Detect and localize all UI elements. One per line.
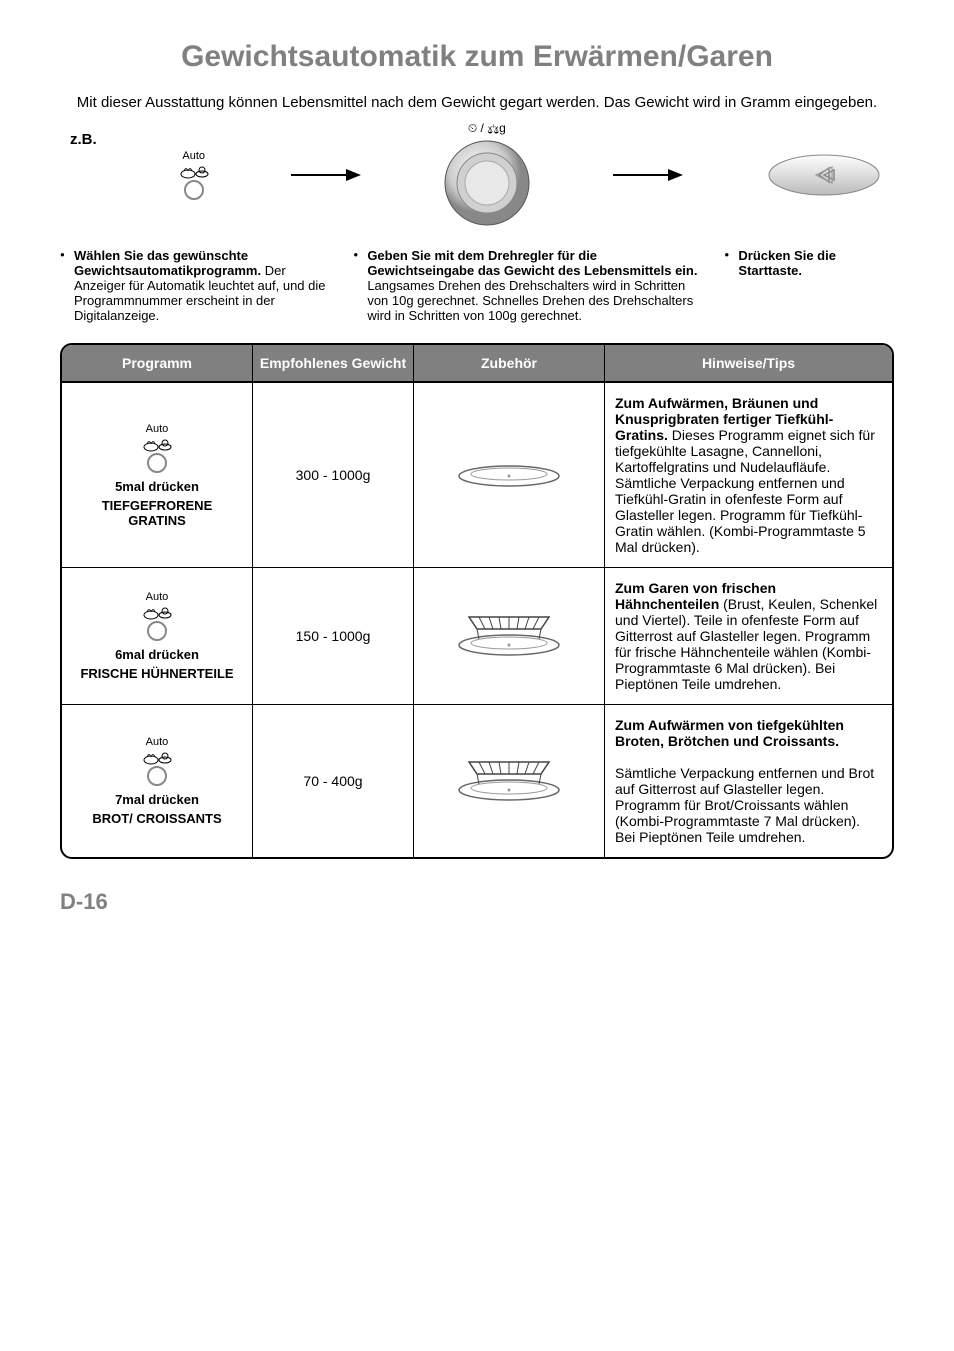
cell-programm: Auto 5mal drücken TIEFGEFRORENE GRATINS bbox=[62, 383, 253, 568]
cook-icon bbox=[141, 435, 173, 453]
auto-label: Auto bbox=[146, 736, 169, 748]
indicator-circle-icon bbox=[147, 766, 167, 786]
auto-program-icon: Auto bbox=[72, 591, 242, 641]
cell-programm: Auto 6mal drücken FRISCHE HÜHNERTEILE bbox=[62, 568, 253, 705]
program-name: BROT/ CROISSANTS bbox=[72, 811, 242, 826]
step-3-bold: Drücken Sie die Starttaste. bbox=[738, 248, 836, 278]
tip-text: Dieses Programm eignet sich für tiefgekü… bbox=[615, 427, 875, 555]
auto-label: Auto bbox=[146, 423, 169, 435]
table-row: Auto 5mal drücken TIEFGEFRORENE GRATINS 300… bbox=[62, 383, 892, 568]
program-name: TIEFGEFRORENE GRATINS bbox=[72, 498, 242, 528]
cell-weight: 70 - 400g bbox=[253, 705, 414, 857]
cell-tips: Zum Garen von frischen Hähnchenteilen (B… bbox=[605, 568, 892, 705]
intro-text: Mit dieser Ausstattung können Lebensmitt… bbox=[60, 94, 894, 111]
cell-accessory bbox=[414, 568, 605, 705]
step-2: Geben Sie mit dem Drehregler für die Gew… bbox=[353, 248, 704, 323]
dial-icon bbox=[442, 138, 532, 228]
press-count: 5mal drücken bbox=[72, 479, 242, 494]
example-row: z.B. Auto ⏲ / ⚖g bbox=[60, 121, 894, 228]
cell-accessory bbox=[414, 705, 605, 857]
example-label: z.B. bbox=[70, 131, 97, 148]
cell-weight: 300 - 1000g bbox=[253, 383, 414, 568]
col-header-zubehoer: Zubehör bbox=[414, 345, 605, 383]
cell-programm: Auto 7mal drücken BROT/ CROISSANTS bbox=[62, 705, 253, 857]
step-3: Drücken Sie die Starttaste. bbox=[724, 248, 894, 323]
program-name: FRISCHE HÜHNERTEILE bbox=[72, 666, 242, 681]
cell-tips: Zum Aufwärmen von tiefgekühlten Broten, … bbox=[605, 705, 892, 857]
start-button-icon bbox=[764, 150, 884, 200]
auto-program-icon: Auto bbox=[72, 736, 242, 786]
auto-label: Auto bbox=[182, 150, 205, 162]
cook-icon bbox=[178, 162, 210, 180]
accessory-icon bbox=[449, 456, 569, 491]
programs-table: Programm Empfohlenes Gewicht Zubehör Hin… bbox=[60, 343, 894, 859]
indicator-circle-icon bbox=[184, 180, 204, 200]
accessory-icon bbox=[449, 607, 569, 662]
auto-program-icon: Auto bbox=[72, 423, 242, 473]
step-2-bold: Geben Sie mit dem Drehregler für die Gew… bbox=[367, 248, 697, 278]
col-header-gewicht: Empfohlenes Gewicht bbox=[253, 345, 414, 383]
indicator-circle-icon bbox=[147, 453, 167, 473]
page-number: D-16 bbox=[60, 889, 894, 915]
col-header-hinweise: Hinweise/Tips bbox=[605, 345, 892, 383]
cook-icon bbox=[141, 748, 173, 766]
press-count: 6mal drücken bbox=[72, 647, 242, 662]
table-row: Auto 7mal drücken BROT/ CROISSANTS 70 - 400… bbox=[62, 705, 892, 857]
step-1-bold: Wählen Sie das gewünschte Gewichtsautoma… bbox=[74, 248, 261, 278]
press-count: 7mal drücken bbox=[72, 792, 242, 807]
auto-program-icon: Auto bbox=[178, 150, 210, 200]
tip-text: Sämtliche Verpackung entfernen und Brot … bbox=[615, 765, 874, 845]
steps-row: Wählen Sie das gewünschte Gewichtsautoma… bbox=[60, 248, 894, 323]
dial-control: ⏲ / ⚖g bbox=[442, 121, 532, 228]
arrow-icon bbox=[613, 165, 683, 185]
tip-bold: Zum Aufwärmen von tiefgekühlten Broten, … bbox=[615, 717, 844, 749]
table-row: Auto 6mal drücken FRISCHE HÜHNERTEILE 150 -… bbox=[62, 568, 892, 705]
indicator-circle-icon bbox=[147, 621, 167, 641]
cell-tips: Zum Aufwärmen, Bräunen und Knusprigbrate… bbox=[605, 383, 892, 568]
accessory-icon bbox=[449, 752, 569, 807]
step-1: Wählen Sie das gewünschte Gewichtsautoma… bbox=[60, 248, 333, 323]
arrow-icon bbox=[291, 165, 361, 185]
dial-icons-label: ⏲ / ⚖g bbox=[468, 121, 506, 136]
auto-label: Auto bbox=[146, 591, 169, 603]
step-2-text: Langsames Drehen des Drehschalters wird … bbox=[367, 278, 693, 323]
cell-accessory bbox=[414, 383, 605, 568]
table-header-row: Programm Empfohlenes Gewicht Zubehör Hin… bbox=[62, 345, 892, 383]
cook-icon bbox=[141, 603, 173, 621]
col-header-programm: Programm bbox=[62, 345, 253, 383]
cell-weight: 150 - 1000g bbox=[253, 568, 414, 705]
page-title: Gewichtsautomatik zum Erwärmen/Garen bbox=[60, 40, 894, 74]
